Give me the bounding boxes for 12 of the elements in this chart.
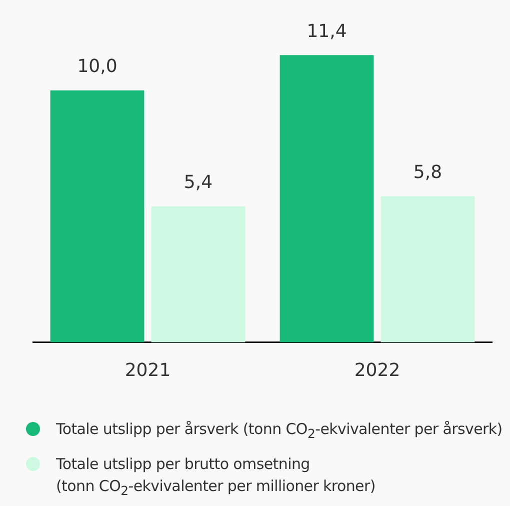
data-label: 5,8	[413, 162, 442, 183]
bar	[380, 196, 475, 342]
bar	[280, 55, 374, 342]
x-tick-label: 2022	[354, 360, 400, 381]
bar	[151, 206, 246, 342]
legend-label: Totale utslipp per brutto omsetning (tonn CO$_{2}$-ekvivalenter per millioner kroner)	[56, 454, 376, 500]
data-label: 10,0	[77, 56, 118, 78]
data-label: 11,4	[306, 20, 347, 42]
bar	[50, 90, 144, 342]
x-tick-label: 2021	[124, 360, 171, 381]
data-label: 5,4	[184, 172, 213, 193]
legend-label: Totale utslipp per årsverk (tonn CO$_{2}$-ekvivalenter per årsverk)	[56, 419, 502, 443]
